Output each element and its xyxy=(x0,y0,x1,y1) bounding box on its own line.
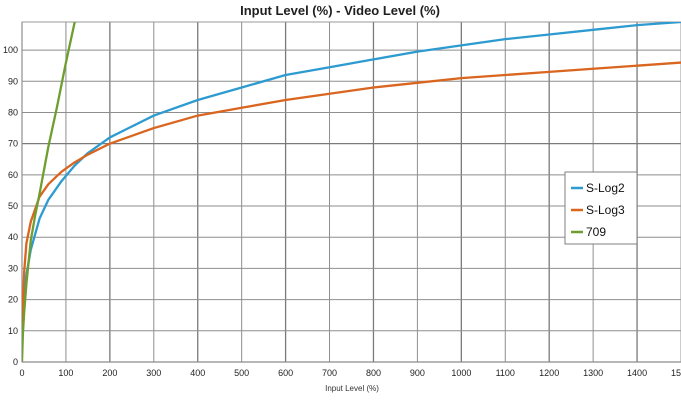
x-tick-label: 0 xyxy=(19,368,24,378)
legend: S-Log2 S-Log3 709 xyxy=(564,171,638,245)
y-tick-label: 30 xyxy=(8,263,18,273)
y-tick-label: 0 xyxy=(13,357,18,367)
tick-labels: 0 100 200 300 400 500 600 700 800 900 1000 1100 1200… xyxy=(3,45,681,378)
y-tick-label: 50 xyxy=(8,201,18,211)
x-axis-label: Input Level (%) xyxy=(325,384,379,393)
x-tick-label: 1400 xyxy=(627,368,647,378)
x-tick-label: 400 xyxy=(190,368,205,378)
x-tick-label: 1000 xyxy=(451,368,471,378)
y-tick-label: 90 xyxy=(8,76,18,86)
legend-label-s-log2: S-Log2 xyxy=(586,181,625,195)
legend-label-709: 709 xyxy=(586,225,606,239)
y-tick-label: 40 xyxy=(8,232,18,242)
x-tick-label: 1300 xyxy=(583,368,603,378)
x-tick-label: 200 xyxy=(102,368,117,378)
y-tick-label: 10 xyxy=(8,326,18,336)
x-tick-label: 500 xyxy=(234,368,249,378)
x-tick-label: 900 xyxy=(410,368,425,378)
x-tick-label: 15 xyxy=(671,368,681,378)
y-tick-label: 60 xyxy=(8,170,18,180)
x-tick-label: 1100 xyxy=(496,368,515,378)
chart-title: Input Level (%) - Video Level (%) xyxy=(240,3,440,18)
series-line-s-log3 xyxy=(22,61,681,336)
y-tick-label: 100 xyxy=(3,45,18,55)
y-tick-label: 80 xyxy=(8,107,18,117)
legend-label-s-log3: S-Log3 xyxy=(586,203,625,217)
x-tick-label: 600 xyxy=(278,368,293,378)
x-tick-label: 700 xyxy=(322,368,337,378)
y-tick-label: 20 xyxy=(8,295,18,305)
y-tick-label: 70 xyxy=(8,139,18,149)
series-line-709 xyxy=(22,22,76,362)
x-tick-label: 800 xyxy=(366,368,381,378)
x-tick-label: 300 xyxy=(146,368,161,378)
x-tick-label: 100 xyxy=(58,368,73,378)
x-tick-label: 1200 xyxy=(539,368,559,378)
series-lines xyxy=(22,22,681,362)
plot-area-border xyxy=(21,21,681,363)
